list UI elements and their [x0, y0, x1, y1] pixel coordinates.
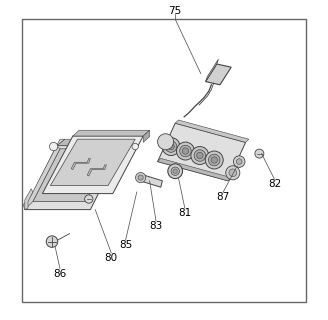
Polygon shape [140, 174, 162, 187]
Circle shape [50, 142, 58, 151]
Circle shape [173, 169, 177, 173]
Circle shape [205, 151, 223, 169]
Circle shape [135, 172, 146, 183]
Polygon shape [42, 136, 143, 194]
Text: 87: 87 [216, 192, 230, 202]
Circle shape [46, 236, 58, 247]
Text: 80: 80 [105, 252, 118, 263]
Circle shape [171, 167, 179, 175]
Circle shape [176, 142, 195, 160]
Circle shape [255, 149, 264, 158]
Circle shape [85, 195, 93, 203]
Polygon shape [33, 149, 113, 202]
Polygon shape [87, 165, 106, 176]
Text: 85: 85 [119, 240, 132, 250]
Polygon shape [57, 139, 131, 146]
Circle shape [234, 156, 245, 167]
Circle shape [229, 169, 236, 177]
Circle shape [226, 166, 240, 180]
Polygon shape [71, 158, 91, 170]
Polygon shape [25, 189, 33, 210]
Polygon shape [23, 139, 65, 210]
Polygon shape [143, 130, 150, 142]
Circle shape [138, 175, 143, 180]
Polygon shape [51, 139, 135, 186]
Circle shape [211, 157, 217, 163]
Bar [22, 19, 306, 302]
Circle shape [209, 154, 220, 166]
Text: 75: 75 [169, 6, 182, 16]
Text: 86: 86 [53, 268, 67, 279]
Polygon shape [25, 146, 122, 210]
Circle shape [191, 147, 209, 164]
Circle shape [180, 145, 191, 157]
Circle shape [157, 134, 174, 150]
Circle shape [182, 148, 189, 154]
Polygon shape [206, 64, 231, 85]
Circle shape [168, 164, 183, 179]
Circle shape [168, 143, 174, 150]
Circle shape [132, 143, 138, 150]
Circle shape [194, 150, 206, 161]
Circle shape [165, 141, 177, 152]
Circle shape [236, 159, 242, 164]
Circle shape [197, 152, 203, 159]
Text: 82: 82 [268, 179, 281, 189]
Polygon shape [122, 139, 131, 152]
Polygon shape [206, 59, 218, 82]
Text: 81: 81 [178, 208, 192, 218]
Polygon shape [157, 158, 231, 181]
Polygon shape [73, 130, 150, 136]
Circle shape [162, 138, 180, 156]
Polygon shape [157, 123, 246, 181]
Polygon shape [175, 120, 249, 142]
Text: 83: 83 [149, 220, 163, 231]
